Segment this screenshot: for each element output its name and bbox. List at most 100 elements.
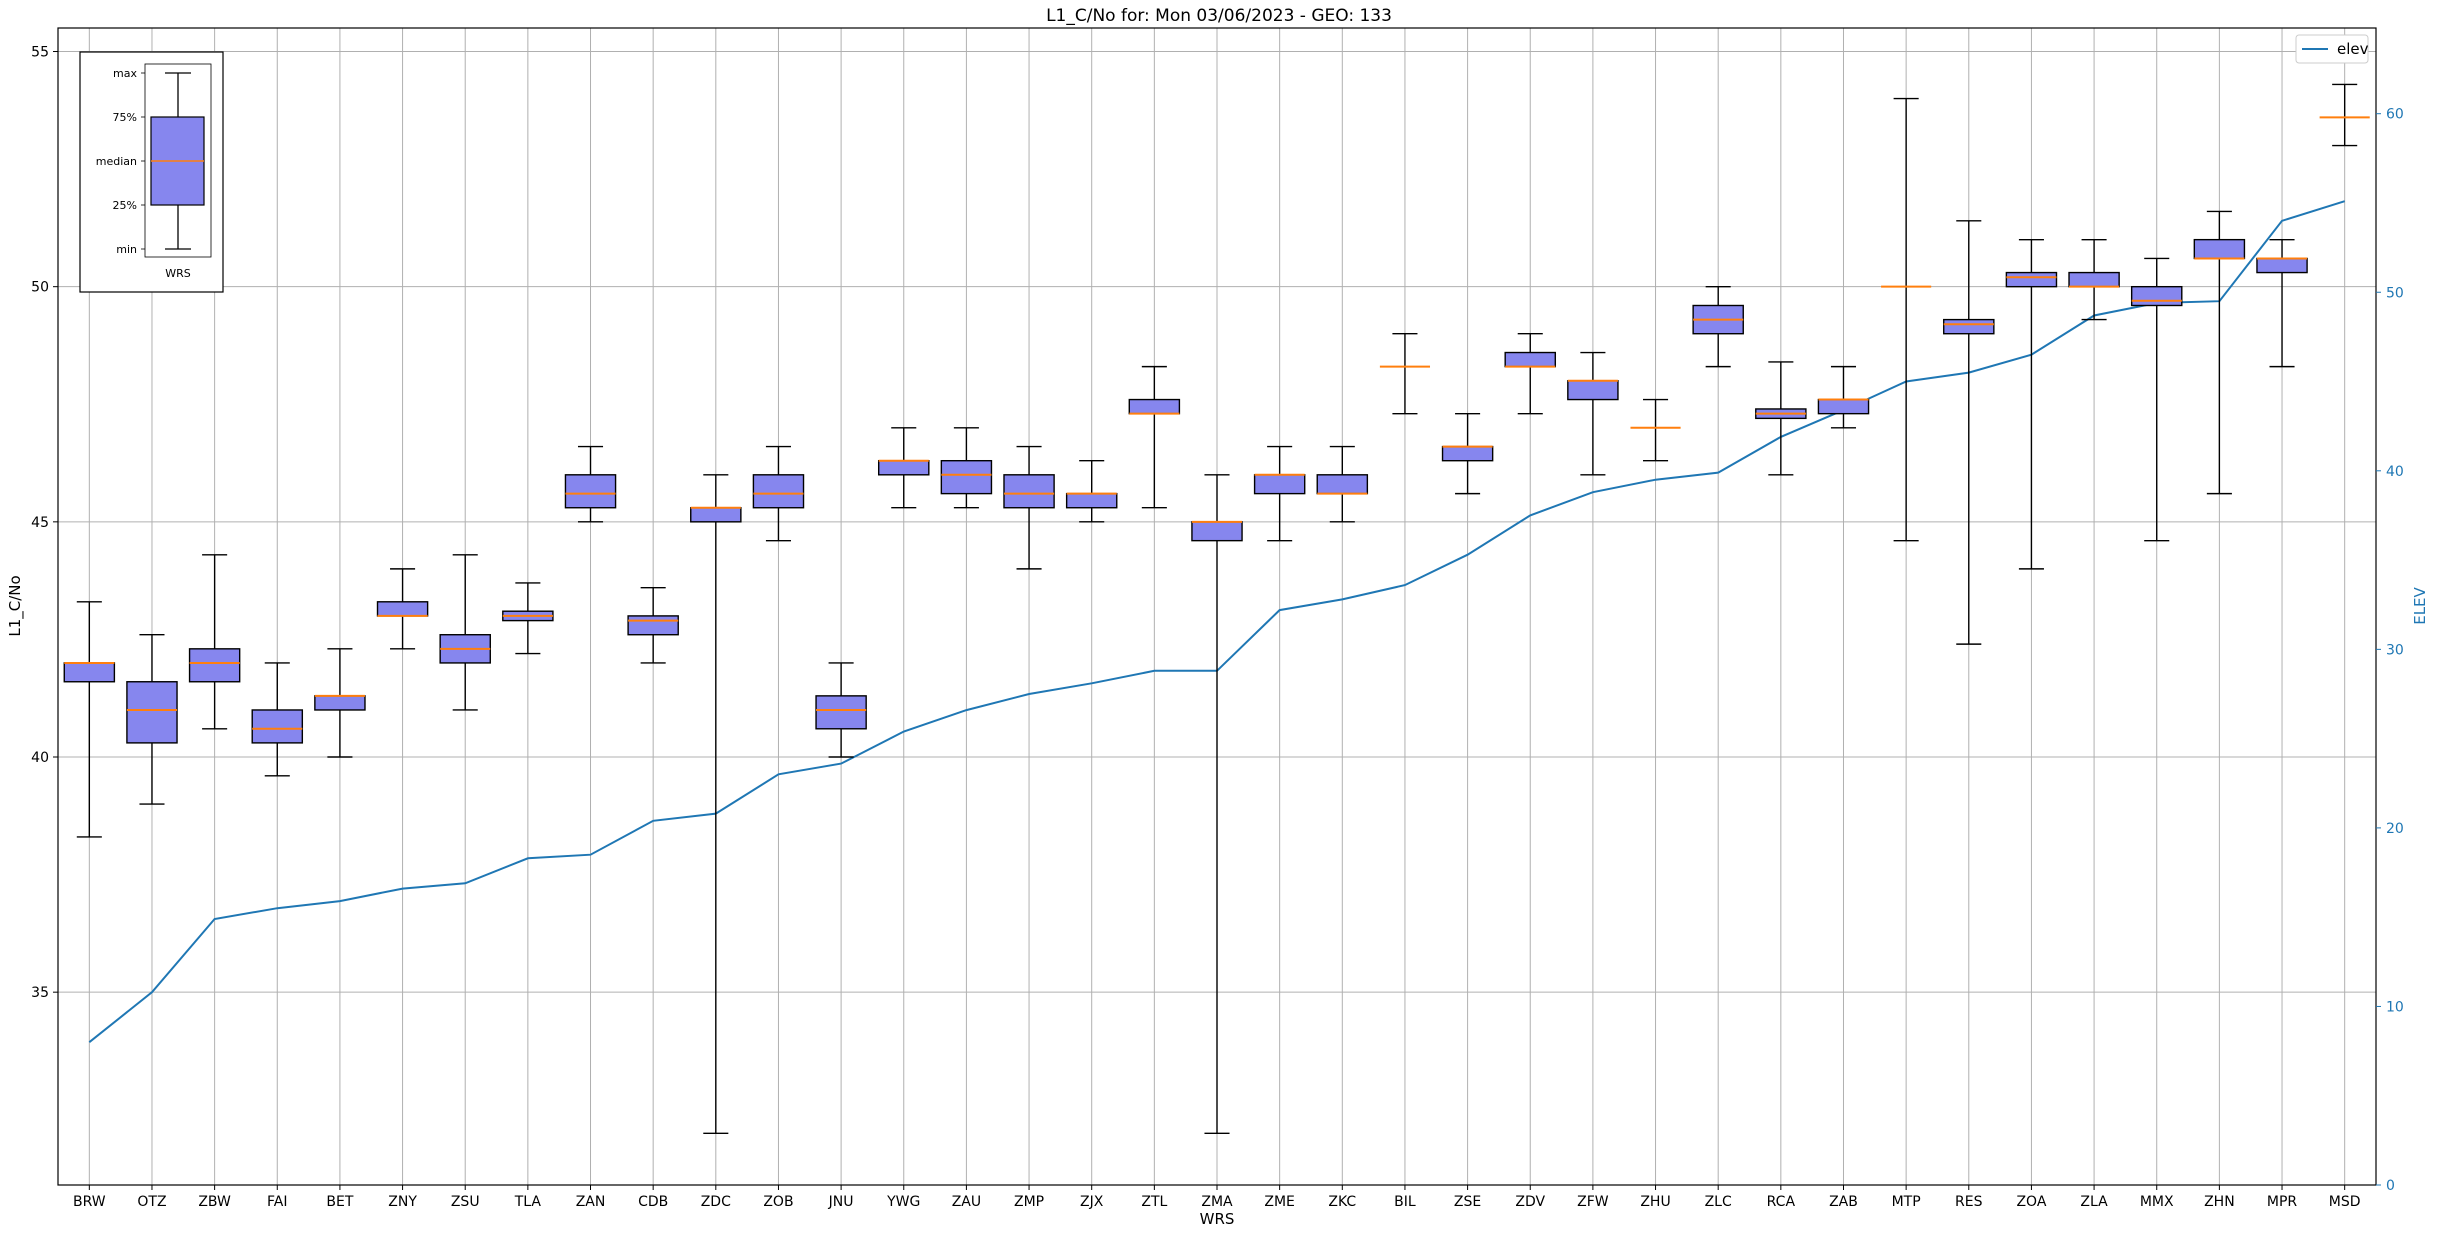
box-zmp [1003,445,1055,570]
x-tick-label: ZAB [1829,1194,1858,1210]
box-zoa [2005,238,2058,570]
x-tick-label: FAI [267,1194,287,1210]
y-tick-label: 40 [31,750,49,766]
legend-frame [2295,34,2369,64]
box-mmx [2130,257,2183,542]
x-tick-label: ZSU [451,1194,480,1210]
y2-tick-label: 40 [2386,464,2404,480]
box-msd [2319,83,2370,147]
box-iqr [2256,257,2308,274]
y-axis-right: 0 10 20 30 40 50 60 [2376,107,2404,1194]
y-tick-label: 50 [31,280,49,296]
box-iqr [188,648,241,683]
box-zma [1191,474,1243,1134]
box-iqr [1128,398,1181,415]
y-tick-label: 35 [31,985,49,1001]
y2-tick-label: 20 [2386,821,2404,837]
box-iqr [1504,351,1557,368]
x-tick-label: ZMA [1201,1194,1233,1210]
x-tick-label: ZFW [1577,1194,1609,1210]
x-tick-label: ZOA [2016,1194,2046,1210]
y2-tick-label: 10 [2386,999,2404,1015]
x-tick-label: ZMP [1014,1194,1044,1210]
y-axis-left: 35 40 45 50 55 [31,45,58,1001]
y2-tick-label: 60 [2386,107,2404,123]
box-iqr [1943,318,1995,335]
x-tick-label: BET [326,1194,353,1210]
y2-tick-label: 50 [2386,285,2404,301]
inset-xlabel: WRS [165,267,191,280]
inset-label-75: 75% [113,111,137,124]
box-iqr [126,681,178,744]
box-ywg [877,427,930,509]
box-iqr [564,474,617,509]
box-zfw [1567,351,1619,476]
box-jnu [815,662,867,758]
inset-axes [144,63,212,258]
box-fai [251,662,304,777]
legend: elev [2295,34,2369,64]
x-tick-label: MPR [2267,1194,2298,1210]
x-tick-label: ZKC [1328,1194,1356,1210]
box-iqr [752,474,805,509]
box-mtp [1881,97,1932,542]
grid-layer [58,28,2376,1185]
box-zny [376,568,429,650]
box-iqr [1065,492,1118,509]
box-zbw [188,554,241,730]
box-iqr [2005,271,2058,288]
x-tick-label: CDB [638,1194,668,1210]
box-iqr [1441,445,1494,462]
y-axis-label: L1_C/No [6,575,25,636]
inset-label-max: max [113,67,137,80]
box-layer [63,83,2370,1134]
box-iqr [2130,285,2183,307]
box-iqr [1003,474,1055,509]
legend-label-elev: elev [2337,40,2369,58]
x-axis: BRW OTZ ZBW FAI BET ZNY ZSU TLA ZAN CDB ZDC ZOB JNU Y… [73,1185,2361,1210]
box-zsu [439,554,491,711]
y2-tick-label: 0 [2386,1178,2395,1194]
x-tick-label: ZNY [388,1194,417,1210]
box-iqr [1191,521,1243,542]
box-brw [63,601,116,838]
box-iqr [2068,271,2120,288]
box-zla [2068,238,2120,321]
inset-legend: max 75% median 25% min WRS [79,51,224,293]
x-tick-label: ZBW [198,1194,231,1210]
inset-label-25: 25% [113,199,137,212]
box-ztl [1128,365,1181,509]
box-iqr [1567,380,1619,401]
x-axis-label: WRS [1200,1210,1235,1228]
x-tick-label: OTZ [137,1194,166,1210]
x-tick-label: TLA [514,1194,542,1210]
x-tick-label: ZLA [2080,1194,2108,1210]
x-tick-label: ZHU [1640,1194,1670,1210]
box-iqr [877,459,930,476]
x-tick-label: RES [1955,1194,1983,1210]
x-tick-label: BIL [1394,1194,1416,1210]
x-tick-label: ZJX [1080,1194,1104,1210]
box-zob [752,445,805,542]
box-bet [314,648,366,758]
x-tick-label: ZLC [1705,1194,1732,1210]
box-zan [564,445,617,523]
y-tick-label: 55 [31,45,49,61]
x-tick-label: RCA [1767,1194,1796,1210]
x-tick-label: ZDC [701,1194,731,1210]
y2-axis-label: ELEV [2411,586,2429,624]
box-zau [940,427,993,509]
chart-title: L1_C/No for: Mon 03/06/2023 - GEO: 133 [1046,6,1392,26]
box-mpr [2256,238,2308,368]
box-zlc [1692,285,1744,368]
x-tick-label: ZDV [1515,1194,1545,1210]
box-zhu [1630,398,1681,462]
box-iqr [2193,238,2246,260]
x-tick-label: ZAU [952,1194,981,1210]
box-bil [1379,333,1431,415]
x-tick-label: MTP [1892,1194,1921,1210]
x-tick-label: ZTL [1141,1194,1167,1210]
box-iqr [1316,474,1369,495]
box-tla [502,582,554,655]
